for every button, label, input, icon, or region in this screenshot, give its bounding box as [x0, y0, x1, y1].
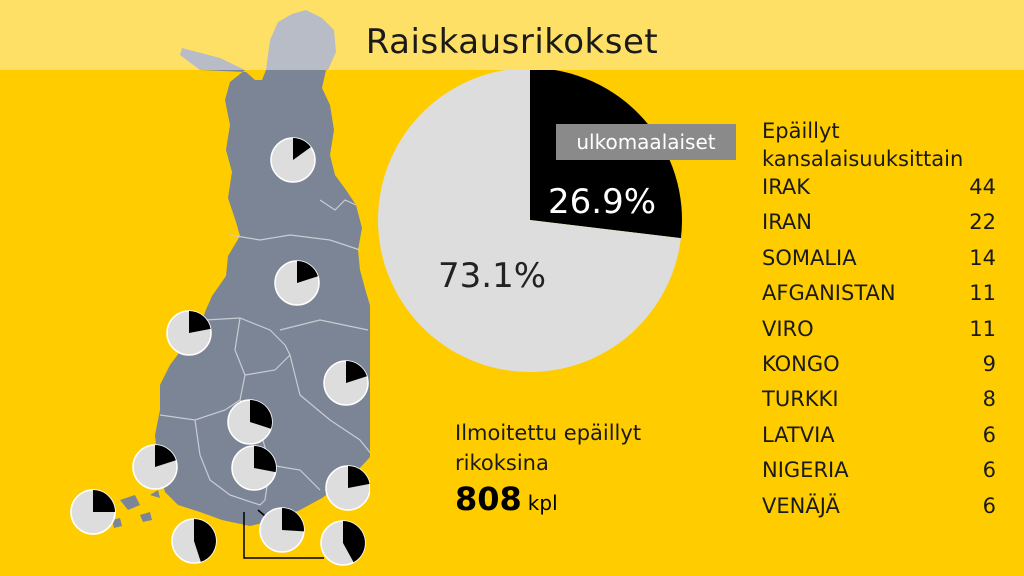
table-row: VIRO 11	[762, 317, 996, 352]
country-count: 6	[982, 493, 996, 518]
table-row: KONGO 9	[762, 352, 996, 387]
country-count: 9	[982, 351, 996, 376]
table-row: LATVIA 6	[762, 423, 996, 458]
regional-pie-12-foreign	[93, 490, 115, 512]
country-name: SOMALIA	[762, 245, 857, 270]
table-header: Epäillyt kansalaisuuksittain	[762, 119, 964, 171]
reported-count: 808 kpl	[455, 480, 558, 518]
table-row: NIGERIA 6	[762, 458, 996, 493]
reported-value: 808	[455, 480, 522, 518]
country-count: 14	[969, 245, 996, 270]
country-count: 11	[969, 316, 996, 341]
map-islands	[112, 490, 160, 528]
country-name: AFGANISTAN	[762, 281, 896, 306]
pie-label-other: 73.1%	[438, 256, 547, 296]
top-band	[0, 0, 1024, 70]
regional-pie-0-foreign	[293, 138, 311, 160]
nationality-table: IRAK 44 IRAN 22 SOMALIA 14 AFGANISTAN 11 VIRO 11 K…	[762, 175, 996, 529]
country-count: 6	[982, 422, 996, 447]
regional-pie-5-foreign	[155, 445, 176, 467]
table-row: IRAK 44	[762, 175, 996, 210]
finland-map	[70, 10, 370, 566]
regional-pie-4-foreign	[250, 400, 273, 429]
map-country	[155, 70, 370, 526]
country-count: 11	[969, 281, 996, 306]
regional-pie-2-foreign	[189, 311, 211, 333]
country-count: 22	[969, 210, 996, 235]
regional-pie-7-foreign	[348, 466, 370, 488]
reported-label: Ilmoitettu epäillyt rikoksina	[455, 421, 642, 475]
country-name: TURKKI	[762, 387, 839, 412]
map-northern-tip	[266, 10, 336, 70]
regional-pies	[70, 137, 370, 566]
regional-pie-10-foreign	[282, 508, 304, 532]
regional-pie-3-foreign	[346, 361, 367, 383]
country-name: NIGERIA	[762, 458, 849, 483]
country-name: IRAK	[762, 175, 811, 199]
country-name: IRAN	[762, 210, 813, 235]
country-name: LATVIA	[762, 422, 835, 447]
regional-pie-1-foreign	[297, 261, 318, 283]
map-lapland-tip	[180, 48, 245, 70]
pie-slice-1	[378, 70, 681, 372]
country-name: KONGO	[762, 351, 840, 376]
table-row: VENÄJÄ 6	[762, 494, 996, 529]
table-row: AFGANISTAN 11	[762, 281, 996, 316]
regional-pie-11-foreign	[343, 521, 366, 563]
pie-label-foreign: 26.9%	[548, 182, 657, 222]
country-count: 44	[969, 175, 996, 199]
regional-pie-9-foreign	[194, 519, 216, 562]
regional-pie-6-foreign	[254, 446, 276, 473]
country-count: 6	[982, 458, 996, 483]
pie-slice-label: ulkomaalaiset	[556, 124, 736, 160]
main-pie-chart	[378, 70, 682, 372]
chart-title: Raiskausrikokset	[365, 22, 659, 62]
table-row: TURKKI 8	[762, 387, 996, 422]
table-row: IRAN 22	[762, 210, 996, 245]
country-name: VIRO	[762, 316, 814, 341]
map-highlight-bracket	[243, 512, 324, 559]
country-count: 8	[982, 387, 996, 412]
table-row: SOMALIA 14	[762, 246, 996, 281]
reported-unit: kpl	[527, 491, 558, 515]
country-name: VENÄJÄ	[762, 493, 840, 518]
